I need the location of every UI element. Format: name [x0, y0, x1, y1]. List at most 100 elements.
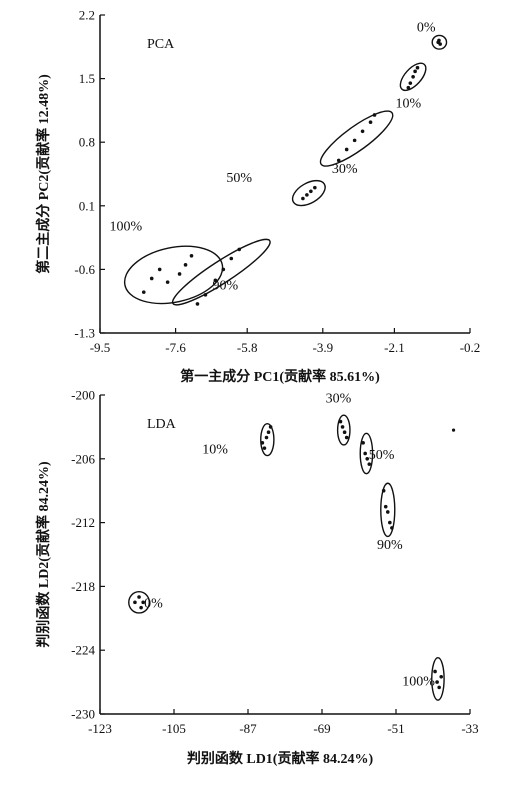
group-ellipse — [260, 423, 275, 457]
data-point — [372, 113, 377, 117]
data-point — [177, 272, 182, 276]
group-ellipse — [128, 591, 151, 614]
group-label: 100% — [402, 674, 435, 689]
panel-label: PCA — [147, 37, 175, 52]
data-point — [260, 441, 265, 445]
data-point — [367, 462, 372, 466]
x-tick-label: -7.6 — [165, 340, 186, 355]
data-point — [149, 276, 154, 281]
group-label: 30% — [326, 391, 352, 406]
data-point — [313, 185, 317, 190]
y-tick-label: -200 — [71, 388, 95, 403]
data-point — [415, 65, 420, 70]
data-point — [437, 685, 441, 690]
data-point — [352, 138, 357, 143]
y-tick-label: -218 — [71, 579, 95, 594]
y-tick-label: 1.5 — [79, 71, 95, 86]
group-ellipse — [291, 179, 326, 207]
group-ellipse — [123, 245, 224, 305]
pca-panel: -9.5 -7.6 -5.8 -3.9 -2.1 -0.2 2.2 1.5 0.8 0.1 -0.6… — [35, 8, 480, 386]
data-point — [406, 85, 411, 90]
data-point — [383, 504, 388, 509]
data-point — [195, 302, 200, 306]
data-point — [360, 129, 365, 134]
data-point — [385, 510, 390, 514]
data-point — [237, 247, 242, 252]
x-tick-label: -69 — [313, 721, 330, 736]
group-ellipse — [359, 432, 374, 475]
data-point — [229, 256, 234, 261]
panel-label: LDA — [147, 417, 177, 432]
data-point — [365, 457, 370, 461]
group-ellipse — [319, 110, 394, 167]
y-tick-label: 0.8 — [79, 135, 95, 150]
data-point — [266, 430, 271, 435]
data-point — [203, 293, 208, 297]
group-ellipse — [431, 656, 445, 701]
data-point — [133, 600, 137, 605]
y-tick-label: -0.6 — [74, 262, 95, 277]
data-point — [388, 520, 392, 525]
group-label: 0% — [144, 597, 163, 612]
y-tick-label: -1.3 — [74, 326, 95, 341]
group-ellipse — [380, 482, 396, 538]
data-point — [183, 263, 188, 267]
x-tick-label: -0.2 — [460, 340, 481, 355]
data-point — [438, 42, 442, 46]
data-point — [381, 488, 386, 493]
x-axis-title: 第一主成分 PC1(贡献率 85.61%) — [180, 368, 380, 385]
data-point — [439, 674, 444, 679]
y-axis-title: 判别函数 LD2(贡献率 84.24%) — [35, 461, 52, 648]
data-point — [435, 680, 439, 684]
data-point — [305, 193, 309, 197]
y-tick-label: -224 — [71, 643, 95, 658]
data-point — [189, 253, 194, 258]
data-point — [340, 425, 345, 429]
data-point — [342, 430, 347, 435]
x-tick-label: -51 — [387, 721, 404, 736]
x-tick-label: -5.8 — [237, 340, 258, 355]
data-point — [344, 147, 349, 152]
data-point — [309, 189, 313, 194]
lda-panel: -123 -105 -87 -69 -51 -33 -200 -206 -212 -218 -224… — [35, 388, 479, 768]
y-axis-title: 第二主成分 PC2(贡献率 12.48%) — [35, 74, 52, 274]
x-tick-label: -105 — [162, 721, 186, 736]
group-label: 30% — [332, 162, 358, 177]
x-tick-label: -3.9 — [312, 340, 333, 355]
data-point — [141, 290, 146, 294]
group-label: 50% — [369, 448, 395, 463]
data-point — [408, 81, 413, 85]
group-label: 10% — [395, 97, 421, 112]
x-tick-label: -9.5 — [90, 340, 111, 355]
data-point — [301, 196, 305, 201]
x-tick-label: -33 — [461, 721, 478, 736]
y-tick-label: 2.2 — [79, 8, 95, 23]
data-point — [141, 600, 145, 605]
data-point — [368, 120, 373, 125]
y-tick-label: 0.1 — [79, 198, 95, 213]
data-point — [413, 69, 417, 74]
group-label: 0% — [417, 20, 436, 35]
data-point — [338, 419, 343, 424]
outlier-point — [451, 428, 456, 432]
data-point — [262, 446, 267, 450]
y-tick-label: -206 — [71, 451, 95, 466]
group-label: 90% — [377, 538, 403, 553]
group-label: 10% — [202, 442, 228, 457]
data-point — [139, 605, 143, 610]
data-point — [411, 74, 415, 79]
data-point — [433, 669, 437, 674]
group-ellipse — [336, 414, 351, 446]
data-point — [157, 267, 162, 272]
x-tick-label: -87 — [239, 721, 257, 736]
group-label: 90% — [212, 278, 238, 293]
x-axis-title: 判别函数 LD1(贡献率 84.24%) — [187, 750, 374, 767]
data-point — [344, 435, 349, 440]
y-tick-label: -212 — [71, 515, 95, 530]
data-point — [137, 595, 141, 599]
group-ellipse — [399, 62, 427, 92]
data-point — [264, 435, 269, 440]
data-point — [390, 526, 394, 530]
x-tick-label: -123 — [88, 721, 112, 736]
